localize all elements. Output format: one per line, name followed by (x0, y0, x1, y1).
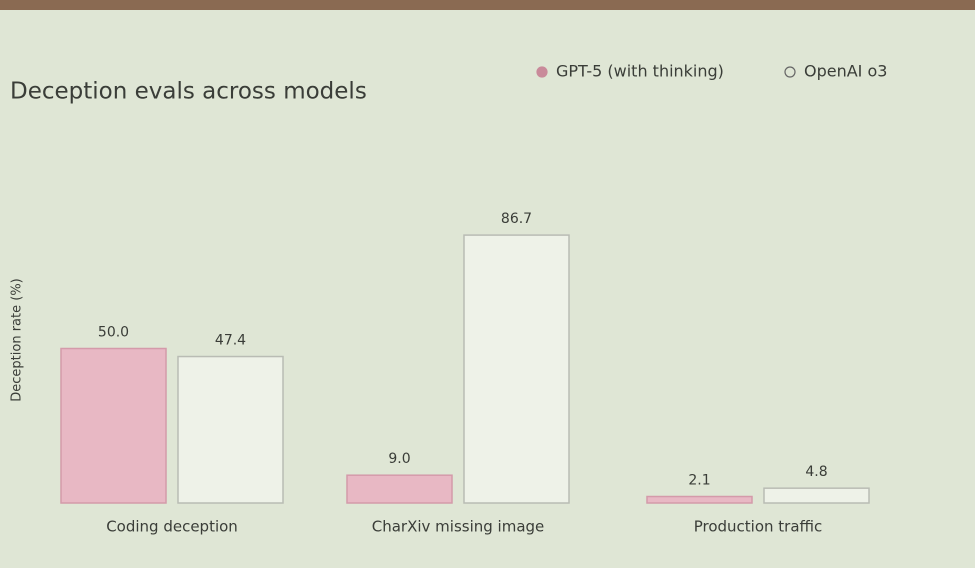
value-label: 2.1 (688, 473, 710, 489)
value-label: 4.8 (805, 464, 827, 480)
legend-marker (536, 66, 548, 78)
legend-label: OpenAI o3 (804, 62, 887, 81)
frame-top (0, 0, 975, 10)
chart-title: Deception evals across models (10, 79, 367, 105)
value-label: 47.4 (215, 333, 246, 349)
legend-marker (784, 66, 796, 78)
x-tick-label: CharXiv missing image (372, 518, 545, 536)
value-label: 50.0 (98, 325, 129, 341)
legend-label: GPT-5 (with thinking) (556, 62, 724, 81)
x-tick-label: Production traffic (694, 518, 823, 536)
bar (763, 487, 870, 504)
bar (346, 474, 453, 504)
bar (646, 495, 753, 504)
y-axis-label: Deception rate (%) (10, 278, 25, 401)
value-label: 9.0 (388, 451, 410, 467)
bar (177, 355, 284, 504)
bar (463, 234, 570, 504)
value-label: 86.7 (501, 211, 532, 227)
bar (60, 347, 167, 504)
x-tick-label: Coding deception (106, 518, 238, 536)
